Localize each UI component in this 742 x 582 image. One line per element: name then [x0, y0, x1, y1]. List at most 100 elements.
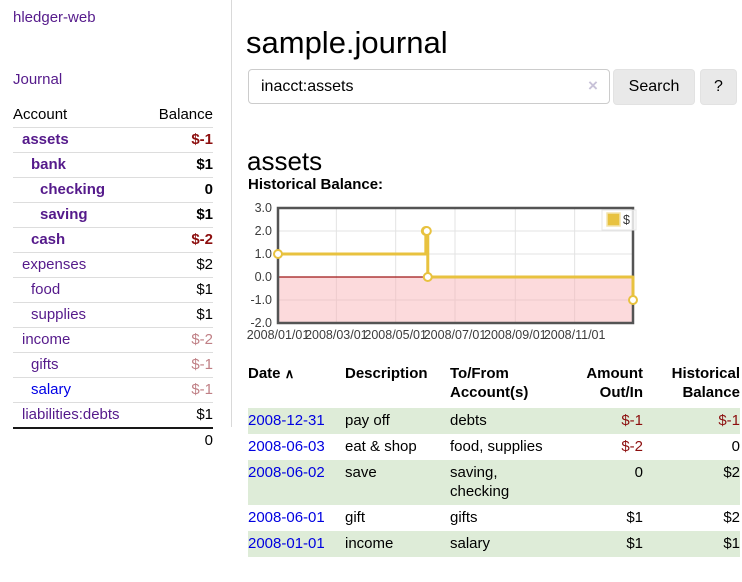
page-title: sample.journal [246, 24, 448, 60]
txn-balance: $1 [723, 535, 740, 552]
txn-accounts: debts [450, 412, 487, 429]
account-balance: $-1 [145, 127, 213, 153]
register-row: 2008-12-31 pay off debts $-1 $-1 [248, 408, 740, 434]
account-row: income $-2 [13, 327, 213, 353]
chart-caption: Historical Balance: [248, 176, 384, 193]
account-row: salary $-1 [13, 377, 213, 403]
txn-amount: $1 [626, 509, 643, 526]
accounts-total-row: 0 [13, 427, 213, 453]
txn-accounts: salary [450, 535, 491, 552]
register-header-balance: Historical Balance [671, 365, 740, 401]
search-button[interactable]: Search [613, 69, 695, 105]
svg-text:2008/03/01: 2008/03/01 [305, 328, 368, 342]
account-title: assets [247, 145, 323, 176]
register-header-row: Date ∧ Description To/From Account(s) Am… [248, 362, 740, 408]
account-balance: $1 [145, 152, 213, 178]
account-link[interactable]: cash [31, 231, 66, 248]
account-link[interactable]: liabilities:debts [22, 406, 120, 423]
txn-amount: $-2 [621, 438, 643, 455]
register-header-description: Description [345, 365, 428, 382]
txn-amount: 0 [634, 464, 643, 481]
txn-balance: $-1 [718, 412, 740, 429]
account-link[interactable]: supplies [31, 306, 87, 323]
account-row: expenses $2 [13, 252, 213, 278]
svg-text:2008/09/01: 2008/09/01 [484, 328, 547, 342]
txn-accounts: gifts [450, 509, 478, 526]
accounts-table: Account Balance assets $-1 bank $1 checking 0… [13, 103, 213, 453]
account-balance: $-1 [145, 377, 213, 403]
txn-description: pay off [345, 412, 390, 429]
account-link[interactable]: gifts [31, 356, 59, 373]
txn-date-link[interactable]: 2008-12-31 [248, 412, 325, 429]
clear-search-icon[interactable]: × [588, 76, 598, 95]
register-header-date[interactable]: Date ∧ [248, 365, 295, 382]
svg-text:2008/07/01: 2008/07/01 [424, 328, 487, 342]
svg-text:2008/05/01: 2008/05/01 [364, 328, 427, 342]
sidebar-divider [231, 0, 232, 427]
accounts-table-body: assets $-1 bank $1 checking 0 saving $1 cash $-2 e… [13, 127, 213, 428]
account-balance: $1 [145, 402, 213, 428]
txn-accounts: food, supplies [450, 438, 543, 455]
txn-balance: $2 [723, 464, 740, 481]
txn-date-link[interactable]: 2008-06-03 [248, 438, 325, 455]
account-row: saving $1 [13, 202, 213, 228]
account-link[interactable]: salary [31, 381, 72, 398]
txn-date-link[interactable]: 2008-06-02 [248, 464, 325, 481]
svg-text:0.0: 0.0 [255, 270, 272, 284]
account-balance: $-2 [145, 227, 213, 253]
txn-amount: $1 [626, 535, 643, 552]
register-row: 2008-06-02 save saving, checking 0 $2 [248, 460, 740, 505]
sort-asc-icon: ∧ [284, 366, 295, 381]
accounts-header-balance: Balance [158, 106, 213, 123]
svg-text:1.0: 1.0 [255, 247, 272, 261]
txn-date-link[interactable]: 2008-06-01 [248, 509, 325, 526]
svg-text:-1.0: -1.0 [250, 293, 272, 307]
register-table: Date ∧ Description To/From Account(s) Am… [248, 362, 740, 557]
txn-description: income [345, 535, 394, 552]
svg-text:$: $ [623, 213, 630, 227]
sidebar-item-journal[interactable]: Journal [13, 71, 63, 88]
svg-text:3.0: 3.0 [255, 201, 272, 215]
account-link[interactable]: saving [40, 206, 88, 223]
account-balance: $1 [145, 277, 213, 303]
account-row: liabilities:debts $1 [13, 402, 213, 428]
register-header-amount: Amount Out/In [586, 365, 643, 401]
account-row: food $1 [13, 277, 213, 303]
search-input[interactable] [248, 69, 610, 104]
app-brand-link[interactable]: hledger-web [13, 9, 96, 26]
register-table-body: 2008-12-31 pay off debts $-1 $-1 2008-06-03 ea… [248, 408, 740, 557]
help-button[interactable]: ? [700, 69, 737, 105]
svg-text:2.0: 2.0 [255, 224, 272, 238]
account-row: supplies $1 [13, 302, 213, 328]
account-link[interactable]: income [22, 331, 71, 348]
register-row: 2008-06-01 gift gifts $1 $2 [248, 505, 740, 531]
svg-text:2008/11/01: 2008/11/01 [544, 328, 606, 342]
register-row: 2008-01-01 income salary $1 $1 [248, 531, 740, 557]
txn-balance: 0 [731, 438, 740, 455]
accounts-table-header: Account Balance [13, 103, 213, 128]
historical-balance-chart: $3.0 2.0 1.0 0.0 -1.0 -2.02008/01/012008/03/0… [247, 201, 638, 342]
account-balance: $2 [145, 252, 213, 278]
account-row: assets $-1 [13, 127, 213, 153]
account-link[interactable]: bank [31, 156, 67, 173]
account-row: checking 0 [13, 177, 213, 203]
account-link[interactable]: food [31, 281, 61, 298]
register-header-accounts: To/From Account(s) [450, 365, 529, 401]
accounts-header-account: Account [13, 106, 68, 123]
txn-description: gift [345, 509, 366, 526]
account-balance: $1 [145, 302, 213, 328]
account-balance: $-2 [145, 327, 213, 353]
account-row: gifts $-1 [13, 352, 213, 378]
txn-balance: $2 [723, 509, 740, 526]
txn-accounts: saving, checking [450, 464, 510, 500]
txn-date-link[interactable]: 2008-01-01 [248, 535, 325, 552]
account-row: bank $1 [13, 152, 213, 178]
account-link[interactable]: expenses [22, 256, 87, 273]
account-balance: 0 [145, 177, 213, 203]
account-link[interactable]: checking [40, 181, 106, 198]
register-row: 2008-06-03 eat & shop food, supplies $-2 0 [248, 434, 740, 460]
txn-description: save [345, 464, 377, 481]
account-link[interactable]: assets [22, 131, 69, 148]
accounts-total-value: 0 [13, 427, 213, 453]
txn-amount: $-1 [621, 412, 643, 429]
